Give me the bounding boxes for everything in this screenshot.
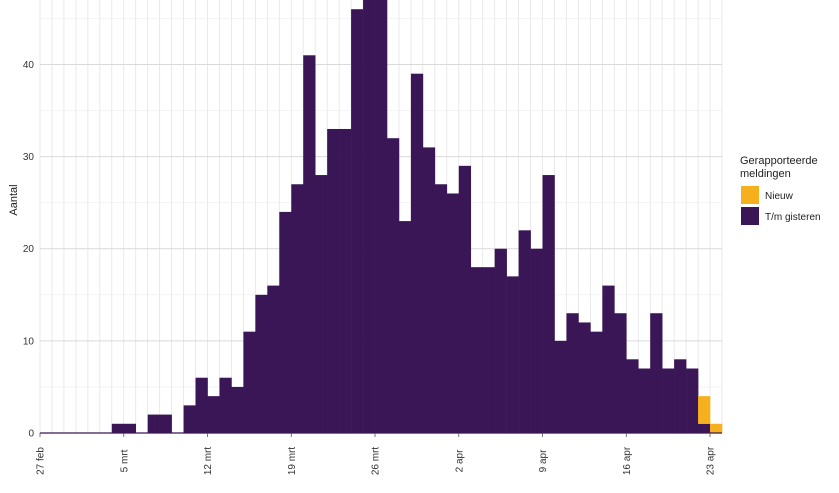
bar-tm-gisteren: [530, 248, 543, 433]
y-tick-label: 10: [23, 336, 35, 347]
bar-tm-gisteren: [566, 313, 579, 433]
bar-tm-gisteren: [327, 128, 340, 433]
bar-tm-gisteren: [255, 294, 268, 433]
x-axis-ticks: 27 feb 5 mrt 12 mrt 19 mrt 26 mrt 2 apr 9 apr 1…: [36, 433, 717, 475]
y-axis-ticks: 0 10 20 30 40: [23, 60, 35, 440]
bar-tm-gisteren: [375, 0, 388, 433]
bar-tm-gisteren: [578, 322, 591, 433]
y-axis-title: Aantal: [8, 184, 20, 215]
legend-title-line-1: Gerapporteerde: [740, 155, 818, 167]
bar-tm-gisteren: [482, 267, 495, 433]
x-tick-label: 5 mrt: [119, 449, 130, 472]
bar-tm-gisteren: [339, 128, 352, 433]
x-tick-label: 23 apr: [706, 446, 717, 475]
legend-swatch-nieuw: [741, 186, 759, 204]
bar-tm-gisteren: [386, 138, 400, 434]
x-tick-label: 27 feb: [36, 447, 47, 475]
bar-nieuw: [698, 396, 711, 424]
legend-swatch-tm-gisteren: [741, 207, 759, 225]
bar-tm-gisteren: [614, 313, 627, 433]
bar-tm-gisteren: [458, 165, 472, 434]
y-tick-label: 40: [23, 60, 35, 71]
bar-tm-gisteren: [231, 386, 244, 433]
bar-tm-gisteren: [303, 55, 316, 433]
bar-tm-gisteren: [494, 248, 507, 433]
legend-label-tm-gisteren: T/m gisteren: [765, 212, 821, 223]
bar-tm-gisteren: [207, 396, 220, 433]
bar-tm-gisteren: [626, 359, 639, 433]
x-tick-label: 2 apr: [454, 449, 465, 472]
bar-tm-gisteren: [422, 147, 436, 434]
y-tick-label: 20: [23, 244, 35, 255]
bar-tm-gisteren: [662, 368, 675, 433]
bar-tm-gisteren: [351, 9, 364, 433]
bar-tm-gisteren: [243, 331, 256, 433]
bar-tm-gisteren: [147, 414, 160, 433]
x-tick-label: 9 apr: [538, 449, 549, 472]
bar-tm-gisteren: [602, 285, 615, 433]
x-tick-label: 16 apr: [622, 446, 633, 475]
legend-title-line-2: meldingen: [740, 168, 791, 180]
x-tick-label: 26 mrt: [371, 447, 382, 476]
bar-tm-gisteren: [638, 368, 651, 433]
bar-tm-gisteren: [363, 0, 376, 433]
bar-tm-gisteren: [183, 405, 196, 433]
bar-tm-gisteren: [470, 267, 484, 433]
bar-tm-gisteren: [279, 211, 292, 433]
bar-tm-gisteren: [195, 377, 208, 433]
y-tick-label: 0: [28, 429, 34, 440]
bar-nieuw: [710, 423, 723, 433]
bar-tm-gisteren: [686, 368, 699, 433]
bar-tm-gisteren: [698, 423, 711, 433]
bar-tm-gisteren: [291, 184, 304, 433]
bar-tm-gisteren: [219, 377, 232, 433]
bar-tm-gisteren: [111, 423, 125, 433]
bar-tm-gisteren: [398, 221, 412, 433]
bar-tm-gisteren: [434, 184, 448, 433]
bars: [40, 0, 723, 434]
bar-tm-gisteren: [315, 175, 328, 434]
bar-tm-gisteren: [506, 276, 519, 433]
bar-tm-gisteren: [267, 285, 280, 433]
bar-tm-gisteren: [674, 359, 687, 433]
bar-tm-gisteren: [650, 313, 663, 433]
bar-tm-gisteren: [159, 414, 172, 433]
x-tick-label: 19 mrt: [287, 447, 298, 476]
bar-tm-gisteren: [123, 423, 137, 433]
y-tick-label: 30: [23, 152, 35, 163]
bar-tm-gisteren: [518, 230, 531, 433]
x-tick-label: 12 mrt: [203, 447, 214, 476]
bar-tm-gisteren: [410, 73, 424, 434]
bar-tm-gisteren: [554, 340, 567, 433]
legend-label-nieuw: Nieuw: [765, 191, 794, 202]
bar-tm-gisteren: [446, 193, 460, 433]
bar-tm-gisteren: [542, 175, 555, 434]
bar-tm-gisteren: [590, 331, 603, 433]
legend: Gerapporteerde meldingen Nieuw T/m giste…: [740, 155, 821, 225]
